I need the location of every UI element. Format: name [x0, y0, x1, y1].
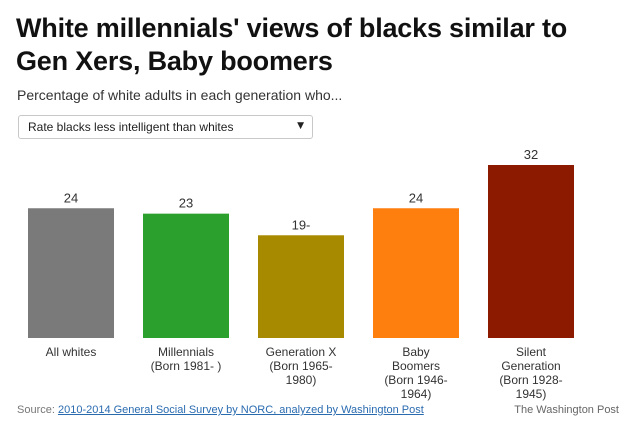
bar-chart: 24 All whites 23 Millennials (Born 1981- ) 19… [28, 147, 574, 401]
category-label-line: 1964) [401, 387, 432, 401]
category-label-line: (Born 1946- [384, 373, 447, 387]
value-label-2: 19- [292, 217, 311, 232]
category-label-2: Generation X (Born 1965-1980) [266, 345, 337, 387]
category-label-line: Generation [501, 359, 560, 373]
category-label-1: Millennials (Born 1981- ) [151, 345, 222, 373]
category-label-line: 1945) [516, 387, 547, 401]
value-label-1: 23 [179, 196, 193, 211]
category-label-line: (Born 1965- [269, 359, 332, 373]
bar-0 [28, 208, 114, 338]
metric-select-value: Rate blacks less intelligent than whites [28, 120, 234, 134]
category-label-line: Generation X [266, 345, 337, 359]
chart-subtitle: Percentage of white adults in each gener… [17, 87, 343, 103]
bar-3 [373, 208, 459, 338]
category-label-line: Boomers [392, 359, 440, 373]
source-link[interactable]: 2010-2014 General Social Survey by NORC,… [57, 404, 424, 416]
category-label-line: Millennials [158, 345, 214, 359]
source-prefix: Source: [17, 404, 58, 416]
category-label-line: (Born 1928- [499, 373, 562, 387]
category-label-0: All whites [46, 345, 97, 359]
category-label-4: Silent Generation (Born 1928-1945) [499, 345, 562, 401]
bar-1 [143, 213, 229, 338]
source-note: Source: 2010-2014 General Social Survey … [17, 404, 424, 416]
category-label-line: Silent [516, 345, 547, 359]
triangle-down-icon: ▼ [297, 121, 304, 131]
value-label-3: 24 [409, 190, 423, 205]
metric-select[interactable]: Rate blacks less intelligent than whites… [18, 115, 313, 139]
bar-4 [488, 165, 574, 338]
category-label-line: All whites [46, 345, 97, 359]
publisher-credit: The Washington Post [514, 404, 619, 416]
category-label-line: 1980) [286, 373, 317, 387]
bar-2 [258, 235, 344, 338]
category-label-line: Baby [402, 345, 429, 359]
category-label-3: Baby Boomers (Born 1946-1964) [384, 345, 447, 401]
chart-title: White millennials' views of blacks simil… [16, 13, 568, 76]
value-label-4: 32 [524, 147, 538, 162]
value-label-0: 24 [64, 190, 78, 205]
category-label-line: (Born 1981- ) [151, 359, 222, 373]
